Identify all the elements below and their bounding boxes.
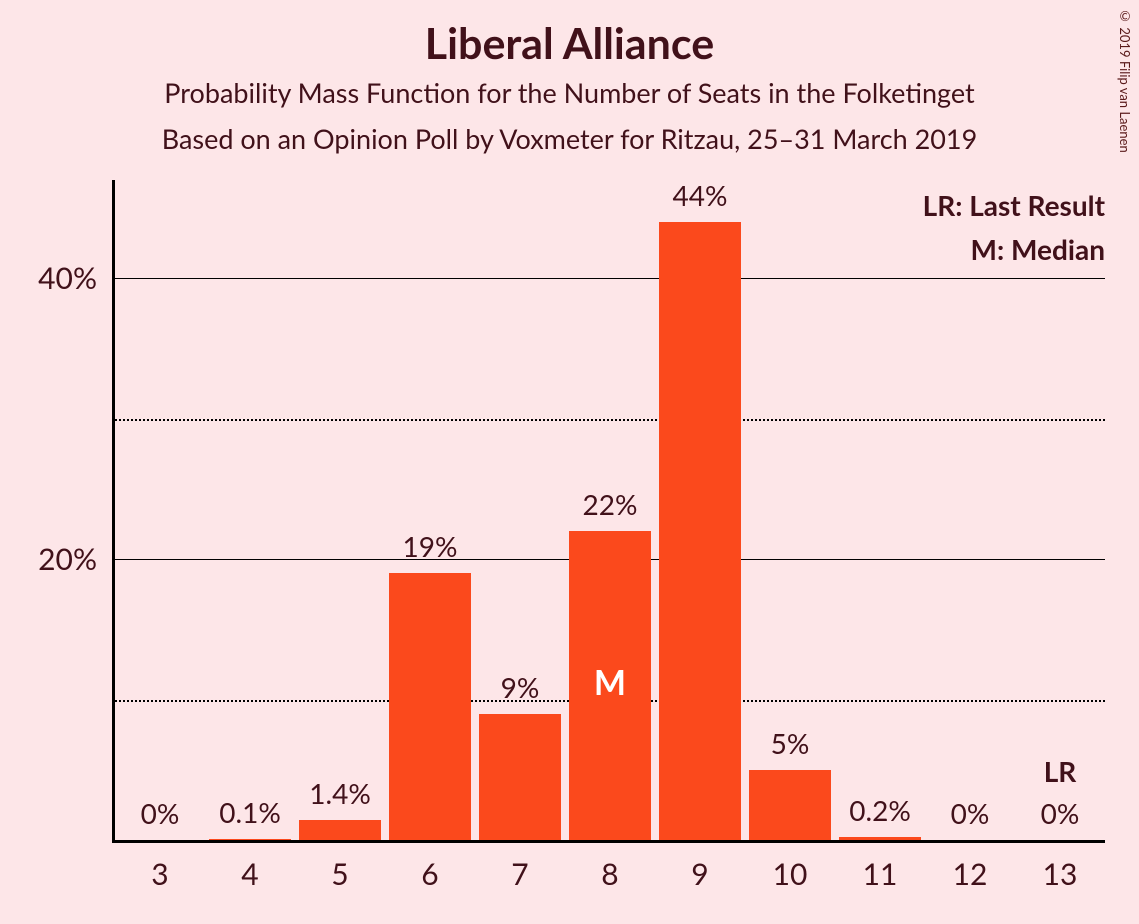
legend-median: M: Median	[971, 232, 1105, 266]
x-axis-tick-label: 4	[241, 856, 258, 892]
x-axis-tick-label: 10	[773, 856, 808, 892]
x-axis-tick-label: 11	[863, 856, 898, 892]
y-axis-tick-label: 20%	[38, 541, 97, 577]
x-axis-tick-label: 13	[1043, 856, 1078, 892]
bar-value-label: 19%	[403, 529, 458, 563]
x-axis-tick-label: 5	[331, 856, 348, 892]
bar-value-label: 0%	[141, 796, 180, 830]
y-axis-tick-label: 40%	[38, 260, 97, 296]
y-axis	[112, 180, 115, 843]
page-root: © 2019 Filip van Laenen Liberal Alliance…	[0, 0, 1139, 924]
bar	[659, 222, 742, 840]
bar-value-label: 5%	[771, 726, 810, 760]
last-result-marker: LR	[1044, 754, 1077, 788]
bar	[479, 714, 562, 840]
bar	[749, 770, 832, 840]
gridline-minor	[115, 419, 1105, 421]
bar-value-label: 0.1%	[219, 795, 281, 829]
x-axis-tick-label: 7	[511, 856, 528, 892]
chart-title: Liberal Alliance	[0, 18, 1139, 69]
bar	[389, 573, 472, 840]
bar-chart: 20%40%0%30.1%41.4%519%69%722%M844%95%100…	[115, 180, 1105, 840]
legend-last-result: LR: Last Result	[923, 188, 1105, 222]
median-marker: M	[594, 662, 626, 703]
chart-subtitle-2: Based on an Opinion Poll by Voxmeter for…	[0, 122, 1139, 155]
x-axis	[112, 840, 1105, 843]
bar-value-label: 0.2%	[849, 793, 911, 827]
bar-value-label: 44%	[673, 178, 728, 212]
bar-value-label: 0%	[1041, 796, 1080, 830]
x-axis-tick-label: 3	[151, 856, 168, 892]
bar-value-label: 1.4%	[309, 776, 371, 810]
gridline-major	[115, 278, 1105, 279]
bar-value-label: 22%	[583, 487, 638, 521]
x-axis-tick-label: 12	[953, 856, 988, 892]
bar-value-label: 0%	[951, 796, 990, 830]
chart-subtitle-1: Probability Mass Function for the Number…	[0, 76, 1139, 109]
bar	[299, 820, 382, 840]
bar-value-label: 9%	[501, 670, 540, 704]
x-axis-tick-label: 9	[691, 856, 708, 892]
x-axis-tick-label: 6	[421, 856, 438, 892]
x-axis-tick-label: 8	[601, 856, 618, 892]
